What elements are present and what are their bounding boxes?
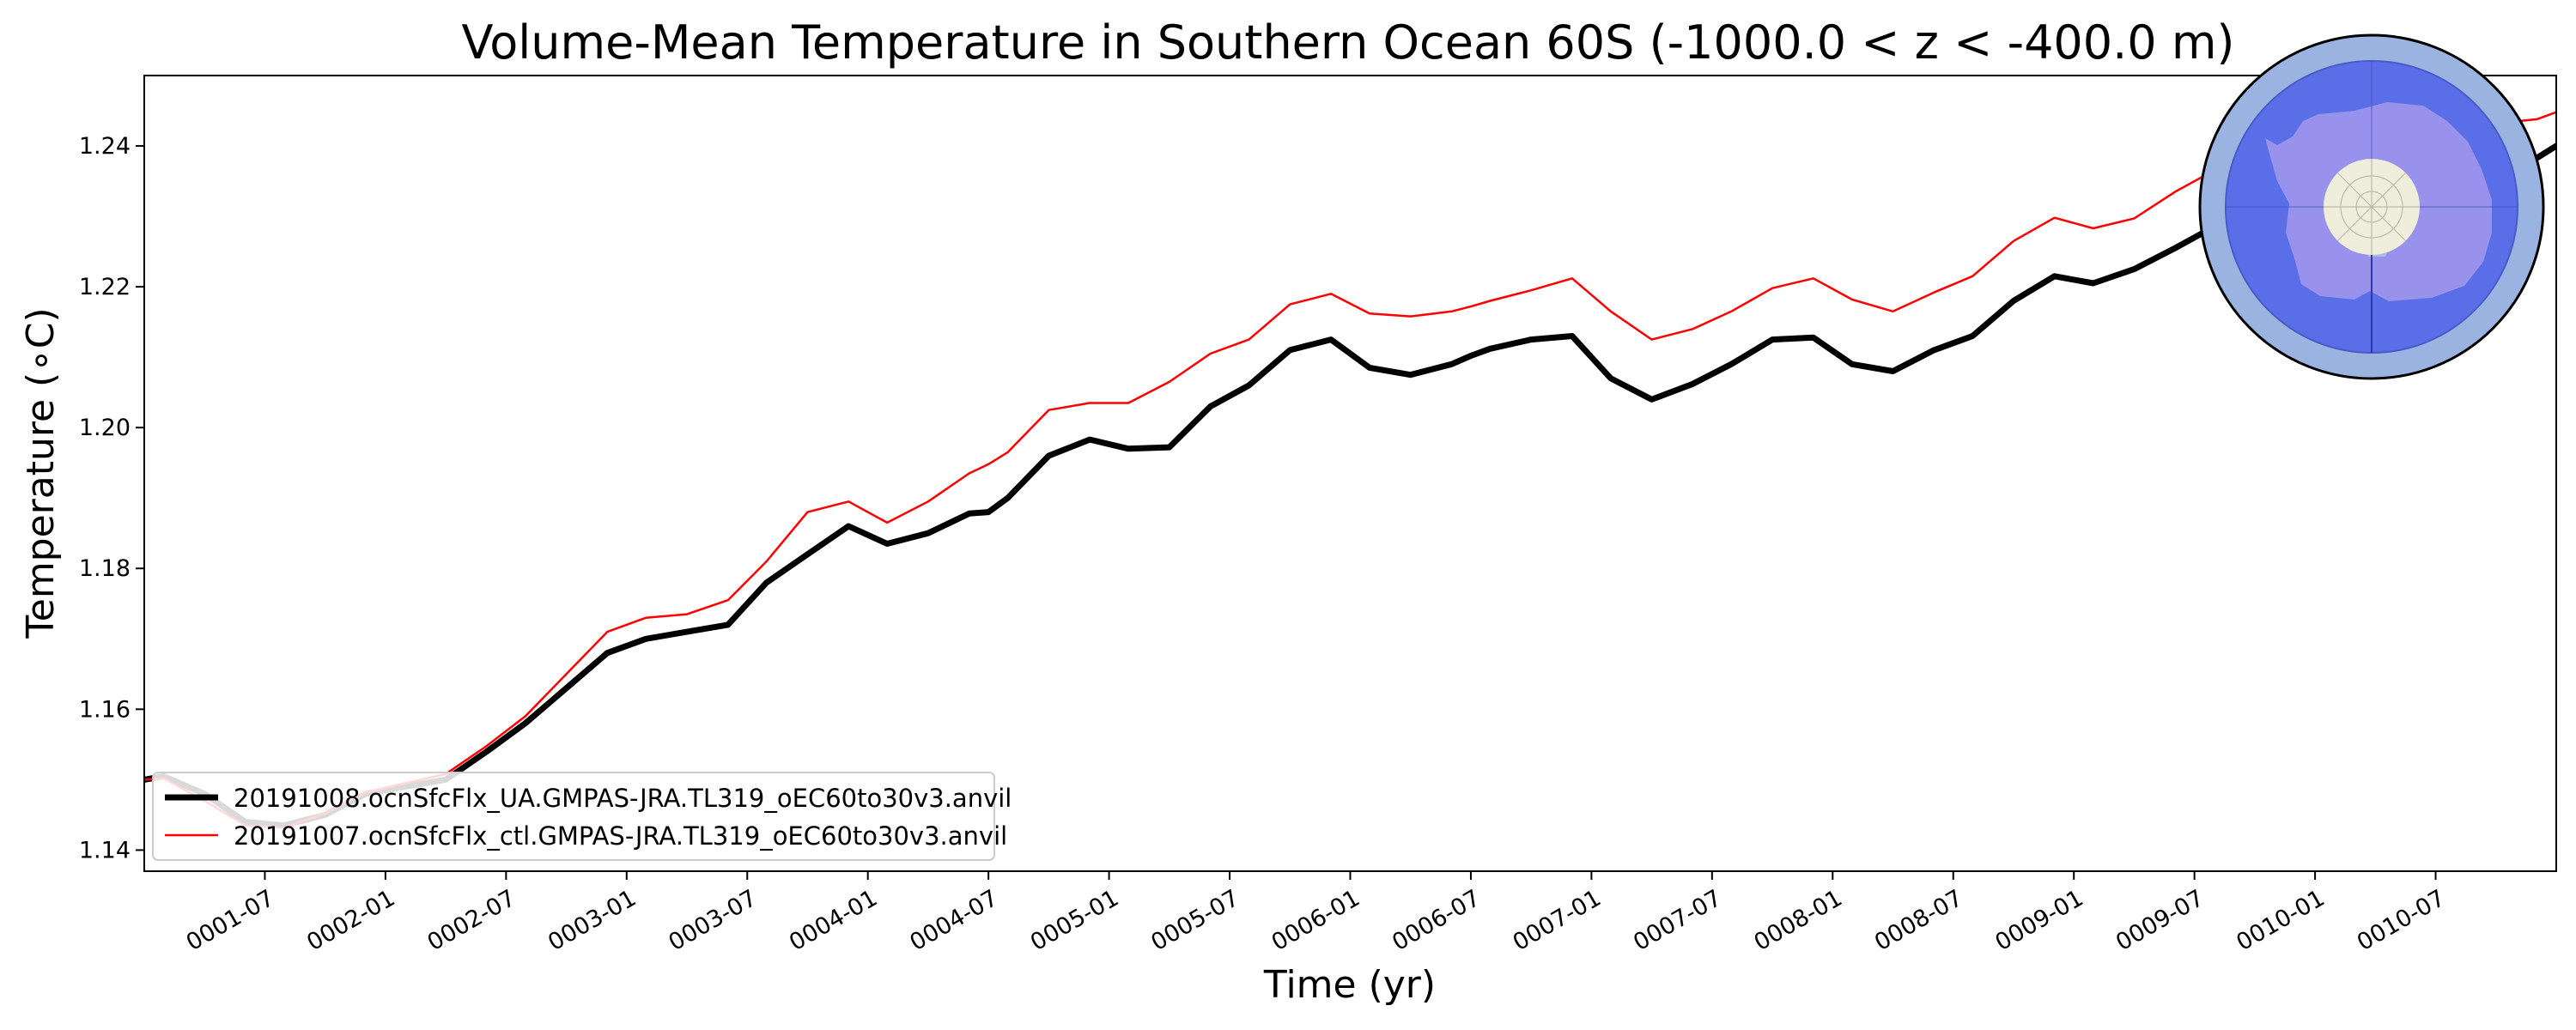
legend-entry-ctl: 20191007.ocnSfcFlx_ctl.GMPAS-JRA.TL319_o… bbox=[234, 821, 1007, 851]
y-axis-ticks: 1.14 1.16 1.18 1.20 1.22 1.24 bbox=[79, 133, 144, 863]
x-axis-label: Time (yr) bbox=[1263, 963, 1436, 1007]
chart-title: Volume-Mean Temperature in Southern Ocea… bbox=[462, 15, 2235, 70]
y-tick-label: 1.24 bbox=[79, 133, 131, 160]
y-tick-label: 1.16 bbox=[79, 696, 131, 723]
legend: 20191008.ocnSfcFlx_UA.GMPAS-JRA.TL319_oE… bbox=[152, 772, 1012, 861]
series-line-ua bbox=[144, 142, 2556, 829]
y-tick-label: 1.20 bbox=[79, 415, 131, 441]
y-tick-label: 1.18 bbox=[79, 555, 131, 582]
series-layer bbox=[144, 111, 2556, 829]
series-line-ctl bbox=[144, 111, 2556, 829]
legend-entry-ua: 20191008.ocnSfcFlx_UA.GMPAS-JRA.TL319_oE… bbox=[234, 784, 1012, 813]
y-axis-label: Temperature (∘C) bbox=[19, 307, 63, 639]
y-tick-label: 1.14 bbox=[79, 837, 131, 863]
antarctica-inset-map bbox=[2198, 33, 2545, 380]
y-tick-label: 1.22 bbox=[79, 274, 131, 300]
